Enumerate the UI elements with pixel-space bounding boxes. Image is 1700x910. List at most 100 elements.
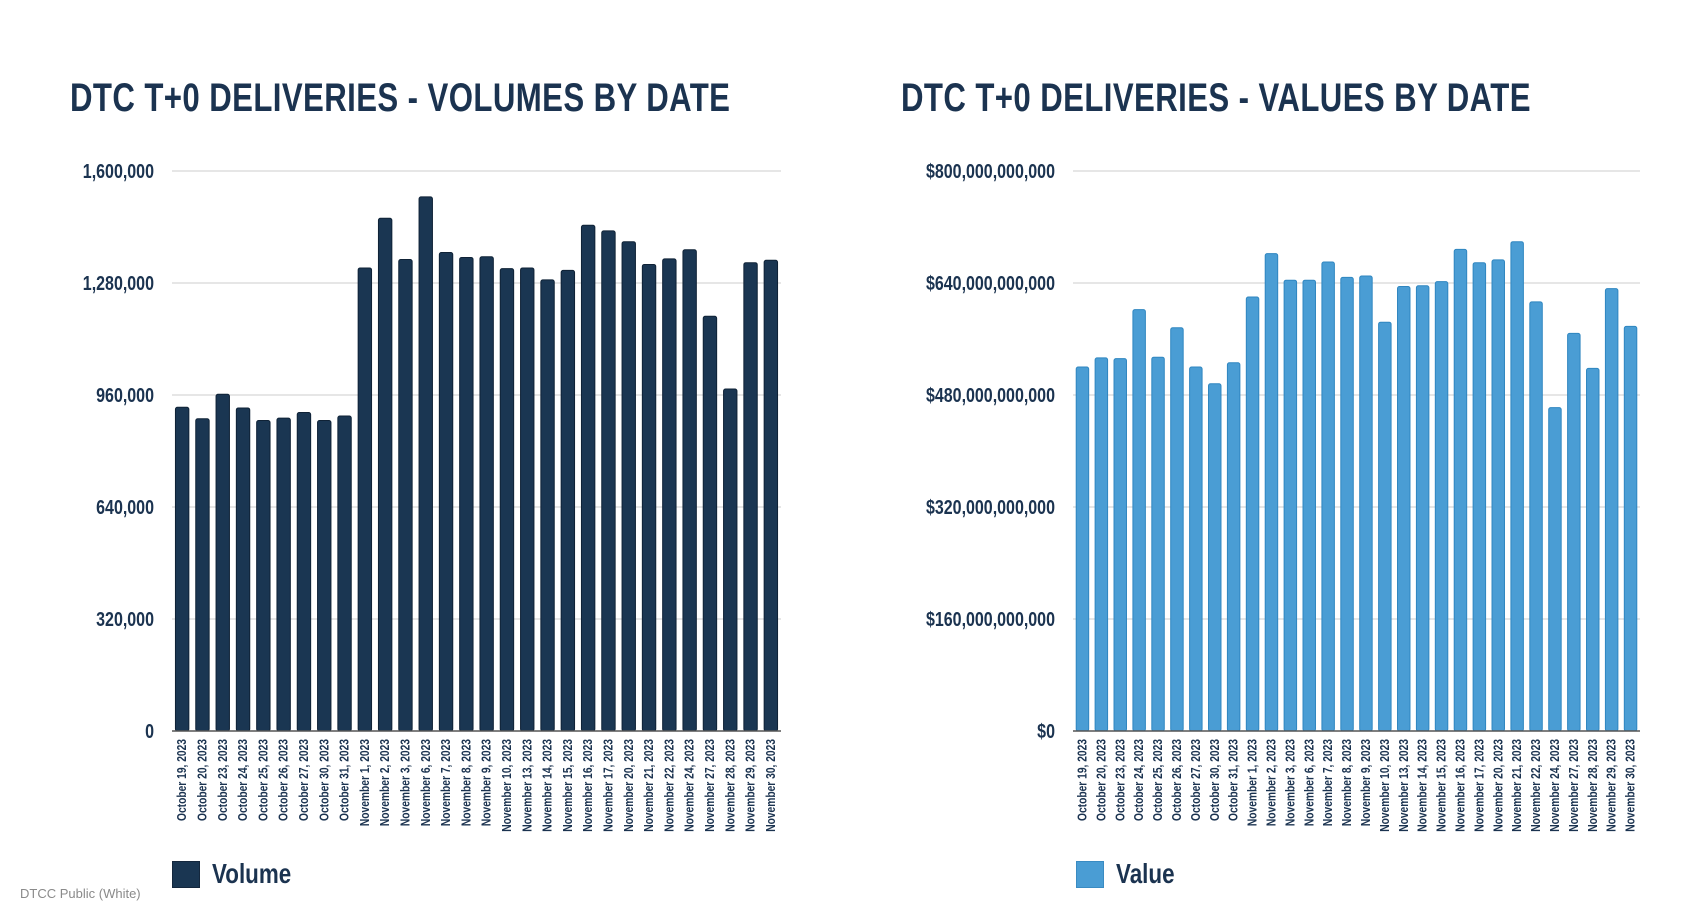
x-tick-label: November 6, 2023 — [1303, 739, 1316, 826]
x-tick-label: October 24, 2023 — [237, 739, 250, 821]
x-tick-label: November 8, 2023 — [1341, 739, 1354, 826]
x-tick-label: November 30, 2023 — [1625, 739, 1638, 832]
x-tick-label: November 20, 2023 — [1492, 739, 1505, 832]
x-tick-label: November 3, 2023 — [1285, 739, 1298, 826]
x-tick-label: November 3, 2023 — [400, 739, 413, 826]
bar — [1378, 321, 1392, 732]
y-tick-label: $160,000,000,000 — [926, 608, 1055, 630]
x-tick-label: November 28, 2023 — [724, 739, 737, 832]
bar — [743, 262, 758, 732]
bar — [641, 263, 657, 732]
legend-swatch-volume — [172, 860, 200, 888]
x-tick-label: November 22, 2023 — [1530, 739, 1543, 832]
x-tick-label: October 24, 2023 — [1133, 739, 1146, 821]
x-tick-label: October 27, 2023 — [298, 739, 311, 821]
bar — [1094, 357, 1109, 732]
x-tick-label: October 30, 2023 — [318, 739, 331, 821]
x-tick-label: October 25, 2023 — [258, 739, 271, 821]
x-tick-label: November 30, 2023 — [765, 739, 778, 832]
bar — [1548, 407, 1562, 732]
bar — [1397, 286, 1411, 732]
bar — [1170, 327, 1184, 732]
x-tick-label: November 14, 2023 — [1417, 739, 1430, 832]
y-tick-label: 1,280,000 — [83, 272, 154, 294]
bar — [235, 407, 251, 732]
bar — [276, 417, 291, 732]
x-tick-label: October 23, 2023 — [1114, 739, 1127, 821]
x-tick-label: November 17, 2023 — [603, 739, 616, 832]
bar — [601, 230, 616, 732]
bar — [1529, 301, 1543, 732]
x-tick-label: November 1, 2023 — [359, 739, 372, 826]
x-tick-label: October 19, 2023 — [1077, 739, 1090, 821]
x-tick-label: October 25, 2023 — [1152, 739, 1165, 821]
bar — [1453, 248, 1468, 732]
bar — [499, 268, 515, 732]
y-tick-label: $0 — [1037, 720, 1055, 742]
bar — [662, 258, 677, 732]
x-tick-label: November 9, 2023 — [481, 739, 494, 826]
x-tick-label: November 24, 2023 — [684, 739, 697, 832]
bar — [1623, 325, 1638, 732]
x-tick-label: November 14, 2023 — [542, 739, 555, 832]
x-tick-label: October 26, 2023 — [278, 739, 291, 821]
bar — [1283, 279, 1298, 732]
x-tick-label: November 21, 2023 — [1511, 739, 1524, 832]
chart-1: $0 $160,000,000,000 $320,000,000,000 $480,0… — [926, 160, 1640, 832]
x-tick-label: October 23, 2023 — [217, 739, 230, 821]
x-tick-label: November 13, 2023 — [1398, 739, 1411, 832]
chart-title-values: DTC T+0 DELIVERIES - VALUES BY DATE — [901, 76, 1531, 120]
bar — [296, 412, 312, 732]
bar — [560, 269, 576, 732]
bar — [1151, 356, 1165, 732]
bar — [520, 267, 535, 732]
bar — [621, 241, 636, 732]
bar — [1245, 296, 1260, 732]
x-tick-label: November 16, 2023 — [1455, 739, 1468, 832]
y-tick-label: 1,600,000 — [83, 160, 154, 182]
y-tick-label: $800,000,000,000 — [926, 160, 1055, 182]
x-tick-label: November 2, 2023 — [379, 739, 392, 826]
bar — [1075, 366, 1090, 732]
chart-title-volumes: DTC T+0 DELIVERIES - VOLUMES BY DATE — [70, 76, 731, 120]
x-tick-label: November 17, 2023 — [1474, 739, 1487, 832]
bar — [459, 256, 474, 732]
bar — [1340, 276, 1354, 732]
x-tick-label: November 13, 2023 — [521, 739, 534, 832]
bar — [398, 259, 413, 732]
x-tick-label: November 1, 2023 — [1247, 739, 1260, 826]
y-tick-label: 960,000 — [96, 384, 154, 406]
bar — [1434, 281, 1449, 732]
bar — [1113, 358, 1127, 732]
bar — [317, 420, 332, 732]
x-tick-label: October 20, 2023 — [197, 739, 210, 821]
bar — [1264, 253, 1279, 732]
bar — [1226, 362, 1241, 732]
x-tick-label: November 22, 2023 — [664, 739, 677, 832]
x-tick-label: October 30, 2023 — [1209, 739, 1222, 821]
x-tick-label: November 9, 2023 — [1360, 739, 1373, 826]
chart-0: 0 320,000 640,000 960,000 1,280,000 1,600,000… — [83, 160, 781, 832]
bar — [540, 279, 555, 732]
bar — [1321, 261, 1335, 732]
bar — [195, 418, 210, 732]
x-tick-label: November 27, 2023 — [1568, 739, 1581, 832]
x-tick-label: October 31, 2023 — [1228, 739, 1241, 821]
bar — [215, 393, 230, 732]
x-tick-label: November 15, 2023 — [562, 739, 575, 832]
bar — [1586, 367, 1600, 732]
x-tick-label: November 10, 2023 — [501, 739, 514, 832]
x-tick-label: November 20, 2023 — [623, 739, 636, 832]
x-tick-label: November 2, 2023 — [1266, 739, 1279, 826]
x-tick-label: November 16, 2023 — [582, 739, 595, 832]
x-tick-label: October 20, 2023 — [1096, 739, 1109, 821]
bar — [763, 259, 779, 732]
bar — [377, 217, 393, 732]
bar — [337, 415, 352, 732]
bar — [1208, 383, 1222, 732]
bar — [723, 388, 738, 732]
legend-label-volume: Volume — [212, 858, 292, 889]
bar — [1415, 285, 1430, 732]
bar — [256, 420, 271, 732]
x-tick-label: November 29, 2023 — [745, 739, 758, 832]
